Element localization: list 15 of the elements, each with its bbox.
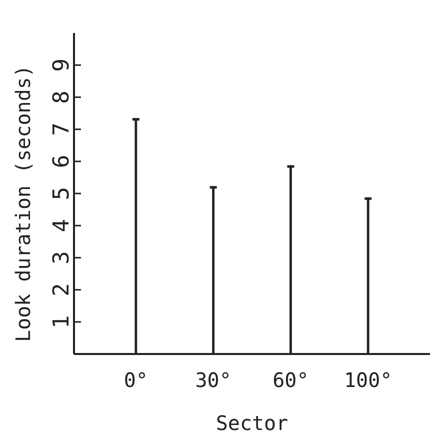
y-tick-label: 9: [50, 58, 74, 72]
y-tick-label: 4: [50, 218, 74, 232]
x-tick-label: 60°: [272, 368, 309, 392]
x-tick-label: 30°: [195, 368, 232, 392]
x-axis-title: Sector: [216, 411, 288, 435]
y-tick-label: 1: [50, 315, 74, 329]
y-tick-label: 5: [50, 186, 74, 200]
x-tick-label: 0°: [124, 368, 148, 392]
y-tick-label: 2: [50, 283, 74, 296]
y-axis-title: Look duration (seconds): [11, 65, 35, 342]
y-tick-label: 7: [50, 122, 74, 136]
y-tick-label: 6: [50, 154, 74, 168]
y-tick-label: 3: [50, 251, 74, 264]
y-tick-label: 8: [50, 90, 74, 104]
x-tick-label: 100°: [344, 368, 392, 392]
